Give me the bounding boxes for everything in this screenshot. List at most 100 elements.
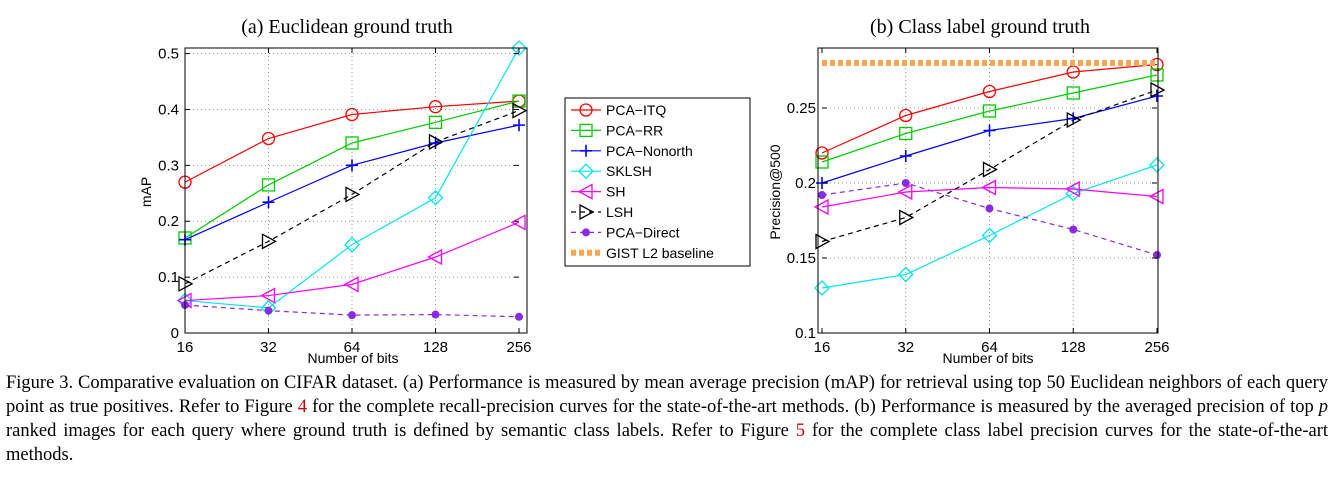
caption-figure-ref-5[interactable]: 5	[795, 421, 805, 441]
plot-b-point-sklsh	[814, 280, 830, 296]
plot-a-line-pca-rr	[184, 100, 520, 239]
legend-marker-sh	[577, 183, 593, 200]
legend-label-sh: SH	[606, 184, 625, 200]
plot-b-series-pca-direct	[818, 179, 1161, 259]
plot-a-point-lsh	[261, 233, 277, 250]
plot-b-ytick-label: 0.1	[795, 325, 816, 342]
plot-b-point-pca-itq	[815, 146, 829, 160]
plot-a-point-pca-direct	[264, 306, 273, 315]
plot-b-point-sh	[897, 183, 913, 201]
plot-a-xlabel: Number of bits	[307, 350, 398, 366]
plot-a-line-sh	[184, 221, 520, 302]
plot-a-line-pca-direct	[184, 304, 520, 318]
plot-b-xtick-label: 64	[981, 339, 998, 356]
plot-a: (a) Euclidean ground truth 0 0.1 0.2 0.3 0.4…	[138, 16, 532, 366]
plot-a-point-pca-rr	[345, 136, 359, 150]
plot-a-frame	[184, 47, 528, 334]
plot-b-line-pca-itq	[821, 63, 1158, 154]
figure-caption: Figure 3. Comparative evaluation on CIFA…	[6, 371, 1328, 467]
plot-b-xlabel: Number of bits	[942, 350, 1033, 366]
plot-b-point-pca-nonorth	[983, 124, 996, 137]
plot-b-line-lsh	[821, 89, 1158, 243]
plot-a-x-ticks: 16 32 64 128 256	[177, 48, 532, 356]
plot-a-ytick-label: 0.1	[158, 269, 179, 286]
legend-marker-lsh	[579, 203, 595, 221]
plot-a-series-lsh	[178, 102, 528, 292]
plot-a-y-ticks: 0 0.1 0.2 0.3 0.4 0.5	[158, 46, 519, 342]
plot-b-point-pca-rr	[899, 126, 913, 141]
legend: PCA−ITQ PCA−RR PCA−Nonorth SKLSH SH LSH PCA−Di…	[564, 97, 751, 267]
plot-b-x-ticks: 16 32 64 128 256	[814, 48, 1170, 356]
plot-b-point-lsh	[1066, 111, 1082, 129]
plot-a-xtick-label: 64	[344, 339, 361, 356]
plot-a-point-sklsh	[344, 236, 360, 253]
plot-a-ytick-label: 0.2	[158, 213, 179, 230]
plot-a-point-sh	[343, 276, 359, 293]
plot-b-point-sklsh	[1149, 157, 1165, 173]
plot-a-series-pca-nonorth	[179, 119, 525, 246]
plot-a-series	[176, 40, 528, 321]
plot-b-grid	[822, 48, 1157, 334]
plot-a-ytick-label: 0.5	[158, 46, 179, 63]
plot-b-point-pca-direct	[1069, 225, 1078, 234]
legend-item-gist-l2-baseline: GIST L2 baseline	[571, 245, 714, 261]
plot-a-point-pca-rr	[261, 178, 276, 192]
plot-a-point-pca-nonorth	[346, 159, 358, 172]
plot-a-xtick-label: 256	[506, 339, 531, 356]
plot-b-line-sklsh	[821, 164, 1158, 289]
plot-a-point-sh	[427, 248, 443, 266]
legend-label-pca-itq: PCA−ITQ	[606, 102, 666, 118]
plot-a-point-sh	[510, 214, 526, 231]
plot-b: (b) Class label ground truth 0.10.150.20…	[767, 16, 1170, 366]
plot-b-point-sh	[981, 179, 997, 196]
plot-b-series-pca-rr	[815, 68, 1164, 169]
legend-item-sklsh: SKLSH	[571, 163, 652, 179]
plot-b-y-ticks: 0.1 0.15 0.2 0.25	[787, 100, 1157, 342]
plot-a-point-lsh	[512, 102, 528, 119]
plot-a-line-pca-itq	[184, 100, 520, 183]
plot-b-point-pca-itq	[982, 84, 997, 99]
plot-b-frame	[817, 47, 1159, 334]
plot-a-point-pca-itq	[428, 100, 443, 114]
plot-b-series-pca-nonorth	[816, 90, 1163, 189]
plot-a-point-sklsh	[427, 189, 444, 206]
legend-item-pca-direct: PCA−Direct	[571, 224, 680, 240]
plot-b-title: (b) Class label ground truth	[870, 16, 1090, 38]
plot-b-ytick-label: 0.2	[795, 175, 816, 192]
plot-b-ylabel: Precision@500	[767, 144, 783, 239]
plot-a-point-pca-direct	[348, 311, 356, 320]
plot-b-xtick-label: 128	[1061, 339, 1086, 356]
plot-a-series-sh	[176, 214, 526, 309]
legend-marker-pca-itq	[579, 103, 593, 117]
plot-a-point-lsh	[345, 186, 361, 203]
plot-a-point-pca-itq	[261, 131, 276, 146]
plot-a-ylabel: mAP	[138, 177, 154, 207]
plot-b-point-pca-direct	[901, 179, 910, 187]
legend-label-gist-l2-baseline: GIST L2 baseline	[606, 245, 714, 261]
plot-b-point-pca-rr	[1150, 68, 1164, 82]
plot-b-point-pca-rr	[1066, 86, 1080, 100]
caption-figure-ref-4[interactable]: 4	[297, 397, 308, 417]
plot-a-line-sklsh	[184, 47, 520, 309]
plot-b-series-sh	[813, 179, 1164, 216]
plot-a-xtick-label: 128	[423, 339, 448, 356]
figure-canvas: (a) Euclidean ground truth 0 0.1 0.2 0.3 0.4…	[138, 16, 1170, 366]
plot-a-point-pca-nonorth	[513, 119, 525, 132]
plot-b-point-pca-nonorth	[899, 150, 912, 162]
legend-item-pca-rr: PCA−RR	[571, 122, 663, 138]
legend-marker-pca-rr	[579, 123, 593, 138]
plot-a-point-pca-itq	[345, 107, 359, 122]
plot-a-xtick-label: 32	[260, 339, 277, 356]
plot-b-series	[813, 57, 1166, 296]
legend-box	[564, 97, 751, 267]
plot-a-series-pca-itq	[178, 94, 526, 189]
plot-b-point-sklsh	[981, 227, 998, 244]
plot-a-ytick-label: 0	[171, 325, 179, 342]
plot-a-line-lsh	[184, 110, 520, 285]
caption-text-3: ranked images for each query where groun…	[6, 421, 789, 441]
legend-label-pca-rr: PCA−RR	[606, 122, 663, 138]
caption-label: Figure 3.	[6, 373, 74, 393]
plot-a-point-sklsh	[511, 40, 527, 56]
caption-text-4: for the complete class label precision c…	[6, 421, 1329, 465]
plot-b-point-sklsh	[897, 266, 914, 283]
